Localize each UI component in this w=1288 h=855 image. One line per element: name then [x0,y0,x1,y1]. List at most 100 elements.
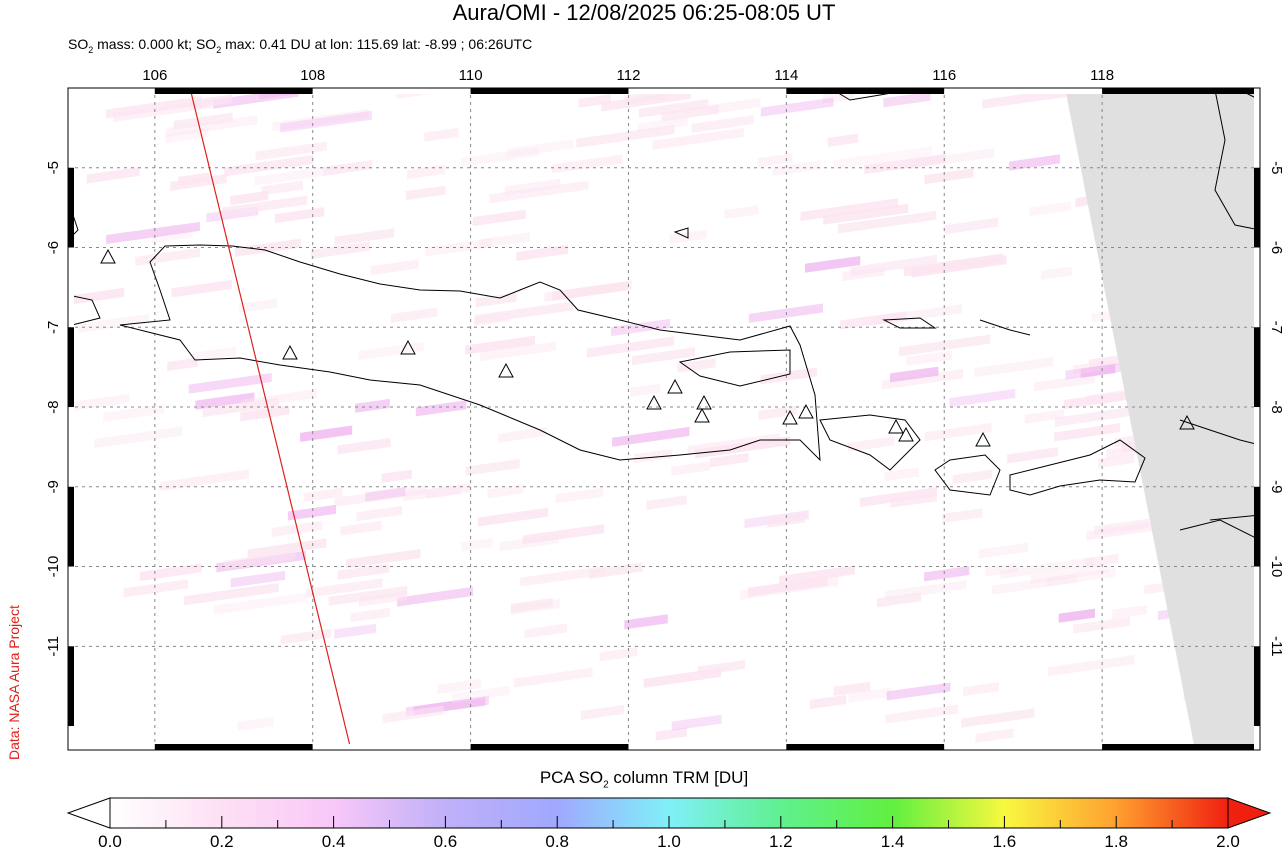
so2-pixel [280,110,372,133]
so2-pixel [113,99,212,122]
so2-pixel [890,366,939,383]
frame-bar [68,88,155,94]
volcano-markers [100,248,1195,447]
so2-pixel [633,448,673,464]
so2-pixel [524,623,568,639]
coast-bali [819,414,921,471]
coastlines [68,88,1260,541]
so2-pixel [356,505,403,522]
frame-bar [1254,566,1260,647]
so2-pixel [202,397,280,418]
frame-bar [1102,88,1260,94]
so2-pixel [709,452,749,468]
so2-pixel [94,426,183,449]
lon-label-top: 112 [617,67,641,84]
so2-pixel [833,146,932,170]
so2-pixel [355,398,390,413]
so2-pixel [507,139,574,158]
frame-bar [1254,247,1260,328]
so2-pixel [261,180,303,196]
colorbar-title-text: column TRM [DU] [608,768,749,787]
coast-lombok [934,454,1001,496]
so2-pixel [944,217,999,235]
lon-label-bottom: 110 [459,759,483,760]
so2-pixel [160,469,250,491]
volcano-triangle-icon [646,394,662,410]
frame-bar [1254,646,1260,727]
frame-bar [68,407,74,487]
so2-pixel [106,221,200,245]
so2-pixel [460,146,540,167]
coast-islands [673,227,1031,336]
so2-pixel [1112,605,1148,619]
so2-pixel [334,623,377,639]
so2-pixel [382,705,444,724]
frame-bar [786,744,945,750]
colorbar-label: 0.4 [321,832,346,851]
frame-bar [1254,486,1260,567]
so2-pixel [178,172,209,186]
lat-label-left: -10 [45,556,62,578]
lon-label-bottom: 108 [300,759,325,760]
so2-pixel [757,153,793,168]
subscript: 2 [216,44,222,55]
so2-pixel [661,104,719,122]
so2-pixel [885,704,958,724]
lat-label-right: -7 [1268,321,1285,334]
so2-pixel [224,154,314,177]
so2-pixel [514,667,593,688]
so2-pixel [551,154,623,174]
so2-pixel [390,307,438,324]
so2-pixel [520,565,605,587]
so2-pixel [800,198,898,221]
so2-pixel [474,301,573,325]
so2-pixel [123,579,188,598]
so2-pixel [135,247,201,266]
so2-pixel [748,576,828,597]
so2-pixel [1073,361,1105,375]
so2-pixel [340,520,382,536]
subtitle-text: mass: 0.000 kt; SO [93,36,217,52]
frame-bar [470,744,629,750]
so2-pixel [578,94,611,108]
so2-pixel [465,335,536,355]
so2-pixel [655,727,687,741]
so2-pixel [847,436,895,452]
so2-pixel [586,336,675,358]
so2-pixel [1040,266,1073,280]
so2-pixel [975,728,1014,743]
so2-pixel [274,207,325,224]
so2-pixel [365,486,406,502]
volcano-triangle-icon [400,339,416,355]
so2-pixel [310,241,371,259]
colorbar-label: 1.6 [992,832,1017,851]
frame-bar [944,744,1103,750]
so2-pixel [1065,362,1123,380]
so2-pixel [864,153,946,175]
frame-bar [312,744,471,750]
frame-bar [628,744,787,750]
so2-pixel [426,485,461,499]
so2-pixel [1045,567,1116,587]
so2-pixel [437,678,482,695]
so2-pixel [465,459,520,476]
frame-bar [68,646,74,727]
so2-pixel [397,586,474,607]
so2-pixel [370,259,419,276]
so2-pixel [337,563,390,580]
so2-pixel [499,533,559,552]
so2-pixel [881,369,964,390]
so2-pixel [638,98,709,118]
so2-pixel [652,127,744,150]
so2-pixel [403,482,472,502]
so2-pixel [405,185,446,201]
so2-pixel [779,565,855,585]
so2-pixel [522,524,605,545]
so2-pixel [1030,564,1109,585]
so2-pixel [991,573,1078,595]
so2-pixel [72,287,125,305]
so2-pixel [230,570,286,588]
frame-bar [628,88,787,94]
so2-pixel [1047,655,1135,677]
